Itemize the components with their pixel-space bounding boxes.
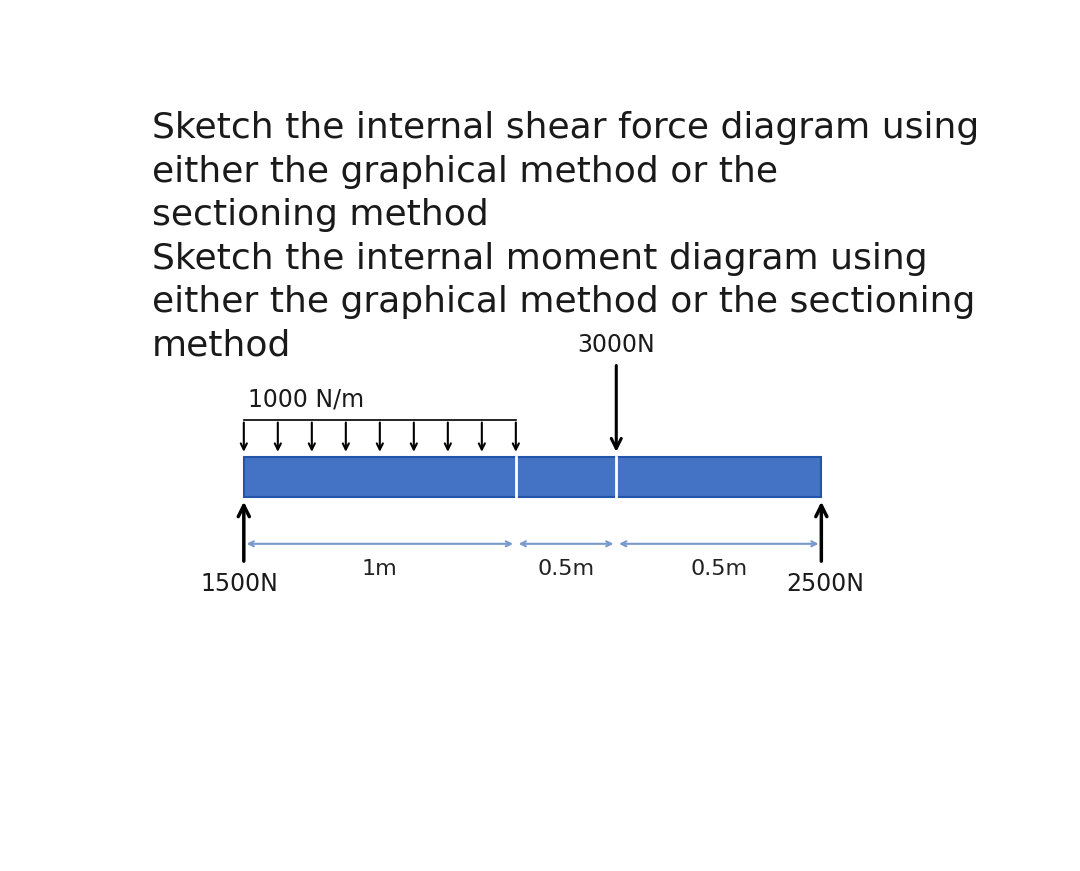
Text: 1000 N/m: 1000 N/m: [248, 387, 364, 411]
Text: Sketch the internal shear force diagram using
either the graphical method or the: Sketch the internal shear force diagram …: [151, 111, 978, 362]
Bar: [244, 456, 821, 496]
Text: 3000N: 3000N: [578, 334, 656, 357]
Text: 1500N: 1500N: [201, 572, 279, 596]
Text: 0.5m: 0.5m: [538, 558, 595, 578]
Text: 2500N: 2500N: [786, 572, 864, 596]
Text: 1m: 1m: [362, 558, 397, 578]
Text: 0.5m: 0.5m: [690, 558, 747, 578]
